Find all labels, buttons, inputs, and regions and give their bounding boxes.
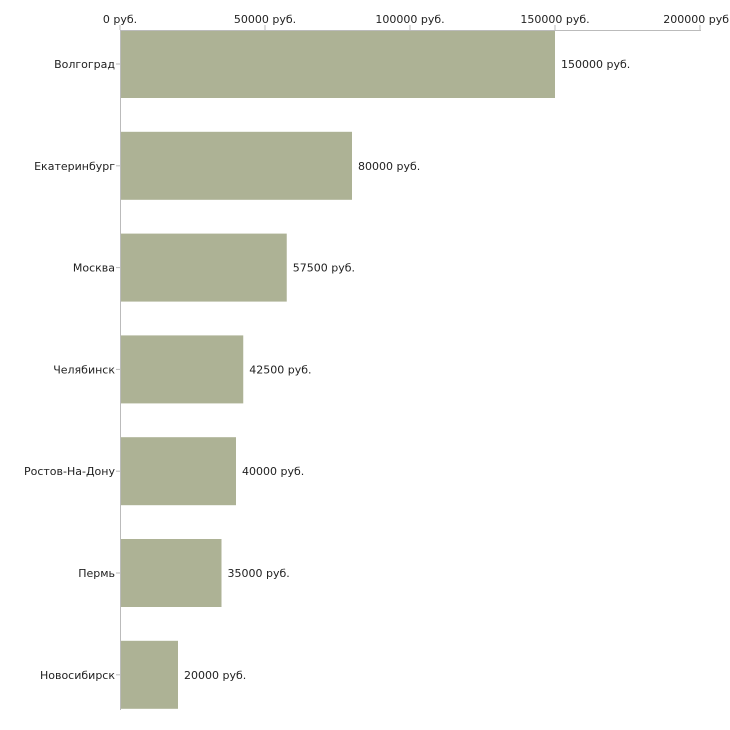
value-label: 80000 руб.	[358, 160, 420, 173]
category-label: Екатеринбург	[34, 160, 115, 173]
bar	[121, 131, 352, 200]
bar	[121, 640, 178, 709]
bar	[121, 437, 236, 506]
bar	[121, 539, 222, 607]
category-label: Москва	[73, 262, 115, 275]
value-label: 35000 руб.	[228, 567, 290, 580]
value-label: 150000 руб.	[561, 58, 630, 71]
category-label: Новосибирск	[40, 669, 115, 682]
bar	[121, 233, 287, 302]
category-label: Ростов-На-Дону	[24, 465, 115, 478]
category-labels: Волгоград Екатеринбург Москва Челябинск Рост…	[24, 58, 120, 682]
value-label: 40000 руб.	[242, 465, 304, 478]
x-tick-label: 50000 руб.	[234, 13, 296, 26]
x-tick-label: 200000 руб	[663, 13, 729, 26]
x-axis-ticks: 0 руб. 50000 руб. 100000 руб. 150000 руб. 20…	[103, 13, 729, 30]
bar	[121, 335, 244, 404]
bars	[121, 30, 555, 709]
category-label: Челябинск	[53, 363, 115, 376]
x-tick-label: 0 руб.	[103, 13, 137, 26]
x-tick-label: 100000 руб.	[375, 13, 444, 26]
value-label: 42500 руб.	[249, 363, 311, 376]
value-labels: 150000 руб. 80000 руб. 57500 руб. 42500 руб…	[184, 58, 630, 682]
x-tick-label: 150000 руб.	[520, 13, 589, 26]
category-label: Пермь	[78, 567, 115, 580]
value-label: 20000 руб.	[184, 669, 246, 682]
value-label: 57500 руб.	[293, 262, 355, 275]
category-label: Волгоград	[54, 58, 115, 71]
bar	[121, 30, 555, 98]
